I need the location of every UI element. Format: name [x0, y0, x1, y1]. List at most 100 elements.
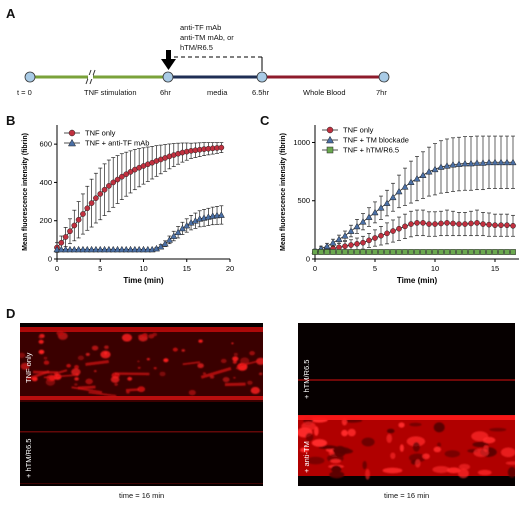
chart-1-series-0-point: [408, 221, 414, 227]
fibrin-strand: [200, 366, 232, 379]
chart-0-series-1-point: [70, 245, 78, 253]
fibrin-clot: [390, 452, 396, 460]
fibrin-speck: [209, 375, 215, 379]
chart-1-series-0-point: [498, 222, 504, 229]
fibrin-speck: [43, 360, 50, 365]
chart-1-series-2-point: [378, 249, 384, 255]
chart-1-series-0-point: [426, 221, 432, 227]
chart-1-y-tick-label: 0: [306, 255, 310, 264]
chart-1-x-tick-label: 0: [313, 264, 317, 273]
fibrin-speck: [256, 357, 263, 365]
chart-1-series-2-point: [348, 249, 354, 255]
fibrin-strand: [236, 360, 258, 368]
fibrin-clot: [399, 444, 404, 452]
fibrin-clot: [311, 439, 328, 447]
fibrin-speck: [85, 378, 93, 385]
chart-1-series-1-point: [473, 159, 481, 166]
chart-1-series-2-point: [360, 249, 366, 255]
timeline-label-7hr: 7hr: [376, 88, 387, 97]
timeline-label-tnf: TNF stimulation: [84, 88, 137, 97]
chart-1-series-0-point: [378, 232, 384, 239]
micrograph-right-bottom-label: + anti-TM: [302, 441, 311, 473]
chart-0-series-1-point: [66, 245, 74, 253]
fibrin-speck: [146, 357, 150, 361]
chart-1-series-2-point: [408, 249, 414, 255]
fibrin-clot: [482, 436, 496, 444]
chart-1-series-0-point: [360, 239, 366, 246]
micrograph-right-image: [298, 323, 515, 486]
chart-1-series-1-point: [359, 218, 367, 225]
chart-1-series-1-point: [335, 235, 343, 243]
chart-1-series-2-point: [480, 249, 486, 255]
fibrin-clot: [433, 446, 442, 453]
fibrin-clot: [382, 467, 403, 474]
chart-1-series-2-point: [450, 249, 456, 255]
chart-0-y-tick-label: 600: [39, 140, 52, 149]
fibrin-speck: [232, 356, 239, 362]
fibrin-speck: [231, 342, 234, 345]
chart-1-series-0-point: [480, 221, 486, 227]
chart-1-series-2-point: [402, 249, 408, 255]
timeline-node-6-5hr: [256, 71, 268, 83]
chart-1-series-2-point: [456, 249, 462, 255]
fibrin-clot: [361, 437, 375, 447]
chart-1-series-1-point: [323, 242, 331, 250]
fibrin-speck: [77, 355, 85, 361]
chart-1-legend-marker: [326, 126, 334, 134]
chart-1-series-1-point: [389, 193, 397, 201]
fibrin-strand: [182, 361, 201, 366]
chart-1-series-0-point: [444, 220, 450, 226]
fibrin-clot: [477, 469, 492, 476]
micrograph-right: + hTM/R6.5 + anti-TM: [298, 323, 515, 486]
fibrin-speck: [222, 376, 230, 383]
chart-1-series-2-point: [438, 249, 444, 255]
chart-1-series-2-point: [312, 249, 318, 255]
chart-1-series-0-point: [384, 230, 390, 237]
chart-1-x-label: Time (min): [397, 276, 438, 285]
chart-0-series-0-point: [80, 211, 86, 217]
fibrin-speck: [74, 383, 78, 386]
fibrin-clot: [437, 442, 442, 448]
chart-1-series-0-point: [456, 221, 462, 227]
chart-0-x-tick-label: 0: [55, 264, 59, 273]
fibrin-speck: [93, 370, 97, 373]
chart-0-series-0-point: [127, 169, 134, 175]
chart-1-series-2-point: [468, 249, 474, 255]
fibrin-clot: [444, 450, 460, 458]
chart-0-series-0-point: [106, 183, 112, 189]
micrograph-left-bottom-label: + hTM/R6.5: [24, 438, 33, 478]
chart-1-series-2-point: [432, 249, 438, 255]
chart-1-series-0-point: [372, 235, 378, 241]
fibrin-speck: [110, 376, 120, 383]
chart-1-x-tick-label: 5: [373, 264, 377, 273]
chart-0-series-1-point: [122, 245, 130, 253]
chart-1-series-2-point: [492, 249, 498, 255]
fibrin-speck: [114, 383, 118, 386]
chart-0-series-0-point: [62, 234, 69, 240]
fibrin-speck: [233, 376, 236, 379]
chart-1-series-2-point: [336, 249, 342, 255]
chart-1-series-0-point: [432, 221, 438, 227]
chart-1-series-1-point: [467, 159, 475, 167]
chart-0-legend-marker: [67, 138, 77, 147]
chart-0-series-1-point: [144, 245, 152, 253]
chart-0-series-1-point: [131, 245, 139, 253]
chart-0-series-0-point: [97, 191, 104, 197]
fibrin-clot: [386, 433, 393, 443]
panel-label-a: A: [6, 6, 16, 21]
fibrin-speck: [259, 372, 263, 376]
fibrin-strand: [43, 374, 77, 379]
chart-0-y-label: Mean fluorescence intensity (fibrin): [22, 133, 29, 251]
chart-1-series-0-point: [366, 237, 372, 244]
fibrin-clot: [433, 422, 445, 433]
fibrin-clot: [489, 427, 507, 432]
micrograph-left-top-label: TNF only: [24, 352, 33, 383]
chart-1-series-2-point: [390, 249, 396, 255]
fibrin-clot: [473, 448, 489, 458]
fibrin-speck: [74, 365, 79, 369]
chart-0-series-1-point: [75, 245, 83, 253]
chart-1-series-1-point: [365, 213, 373, 220]
chart-0-x-tick-label: 10: [139, 264, 147, 273]
